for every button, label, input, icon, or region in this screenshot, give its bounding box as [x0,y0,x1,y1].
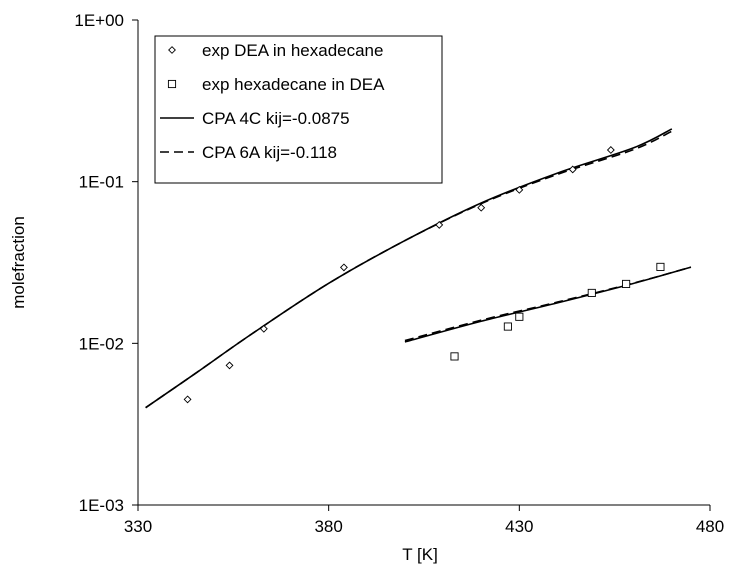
data-point-diamond [435,220,444,229]
axes: 330 380 430 480 1E-03 1E-02 1E-01 1E+00 T [K] mol… [9,11,724,564]
data-point-diamond [477,203,486,212]
data-point-square [515,312,524,321]
data-point-diamond [515,185,524,194]
y-tick-label: 1E-02 [79,334,124,353]
legend-label: CPA 4C kij=-0.0875 [202,109,350,128]
series-line-5 [404,266,692,342]
data-point-diamond [259,324,268,333]
x-tick-label: 380 [314,517,342,536]
y-tick-label: 1E-01 [79,173,124,192]
data-point-diamond [339,263,348,272]
data-point-diamond [225,361,234,370]
data-point-diamond [606,146,615,154]
legend-marker-square [167,79,177,89]
plot-area [145,128,692,409]
legend: exp DEA in hexadecane exp hexadecane in D… [154,35,443,184]
data-point-square [503,322,512,331]
x-tick-label: 330 [124,517,152,536]
data-point-diamond [568,165,577,174]
x-tick-label: 480 [696,517,724,536]
data-point-square [656,262,665,271]
series-line-4 [145,130,673,409]
legend-box [154,35,443,184]
x-axis-title: T [K] [402,545,438,564]
data-point-diamond [183,395,192,404]
y-tick-label: 1E-03 [79,496,124,515]
y-tick-label: 1E+00 [74,11,124,30]
legend-label: CPA 6A kij=-0.118 [202,143,337,162]
y-axis-title: molefraction [9,216,28,309]
data-point-square [622,279,631,288]
x-tick-label: 430 [505,517,533,536]
data-point-square [450,352,459,361]
legend-label: exp DEA in hexadecane [202,41,383,60]
legend-label: exp hexadecane in DEA [202,75,385,94]
data-point-square [587,288,596,297]
legend-marker-diamond [168,46,176,54]
